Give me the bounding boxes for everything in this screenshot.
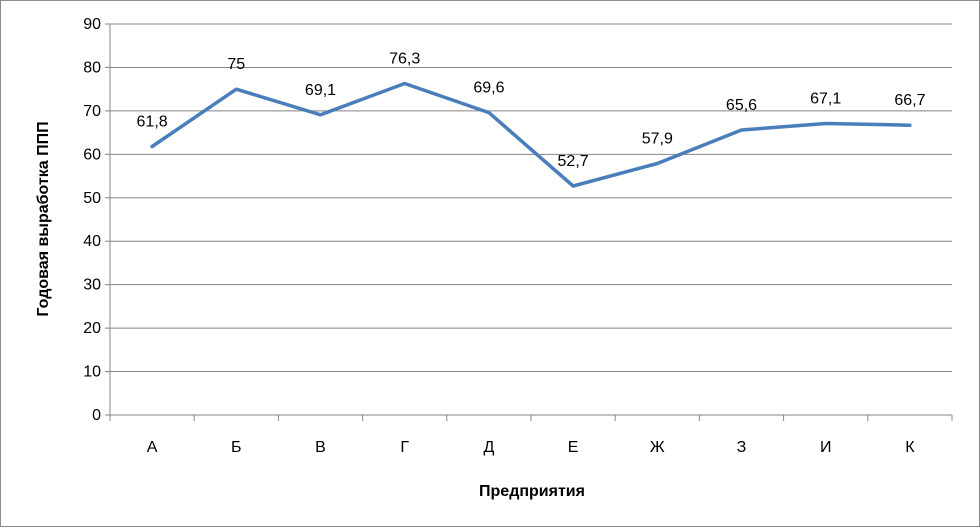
x-tick-label: Б xyxy=(231,439,242,456)
data-label: 69,6 xyxy=(473,80,504,97)
y-tick-label: 30 xyxy=(83,277,101,294)
series-line xyxy=(150,81,912,188)
data-label: 66,7 xyxy=(894,92,925,109)
x-tick-label: К xyxy=(905,439,915,456)
data-label: 65,6 xyxy=(726,97,757,114)
y-tick-label: 90 xyxy=(83,16,101,33)
data-labels: 61,8 75 69,1 76,3 69,6 52,7 57,9 65,6 67,1 66,7 xyxy=(137,51,926,171)
y-axis-title: Годовая выработка ППП xyxy=(35,121,52,316)
y-tick-label: 50 xyxy=(83,190,101,207)
x-axis-title: Предприятия xyxy=(479,483,585,500)
y-tick-labels: 0 10 20 30 40 50 60 70 80 90 xyxy=(83,16,101,424)
x-tick-label: З xyxy=(737,439,747,456)
data-label: 76,3 xyxy=(389,51,420,68)
x-tick-label: И xyxy=(820,439,832,456)
x-tick-label: А xyxy=(147,439,158,456)
data-label: 75 xyxy=(227,56,245,73)
x-tick-label: Д xyxy=(483,439,494,456)
series xyxy=(150,81,912,188)
data-label: 57,9 xyxy=(642,130,673,147)
data-label: 52,7 xyxy=(558,153,589,170)
y-tick-label: 70 xyxy=(83,103,101,120)
gridlines xyxy=(110,23,952,373)
y-tick-label: 0 xyxy=(92,407,101,424)
y-tick-label: 20 xyxy=(83,320,101,337)
data-label: 61,8 xyxy=(137,114,168,131)
x-tick-label: Е xyxy=(568,439,579,456)
x-tick-label: Ж xyxy=(650,439,665,456)
y-tick-label: 40 xyxy=(83,233,101,250)
y-tick-label: 80 xyxy=(83,59,101,76)
axes xyxy=(105,23,953,421)
y-tick-label: 10 xyxy=(83,364,101,381)
data-label: 69,1 xyxy=(305,82,336,99)
y-tick-label: 60 xyxy=(83,146,101,163)
data-label: 67,1 xyxy=(810,90,841,107)
x-tick-label: В xyxy=(315,439,326,456)
x-tick-label: Г xyxy=(400,439,409,456)
